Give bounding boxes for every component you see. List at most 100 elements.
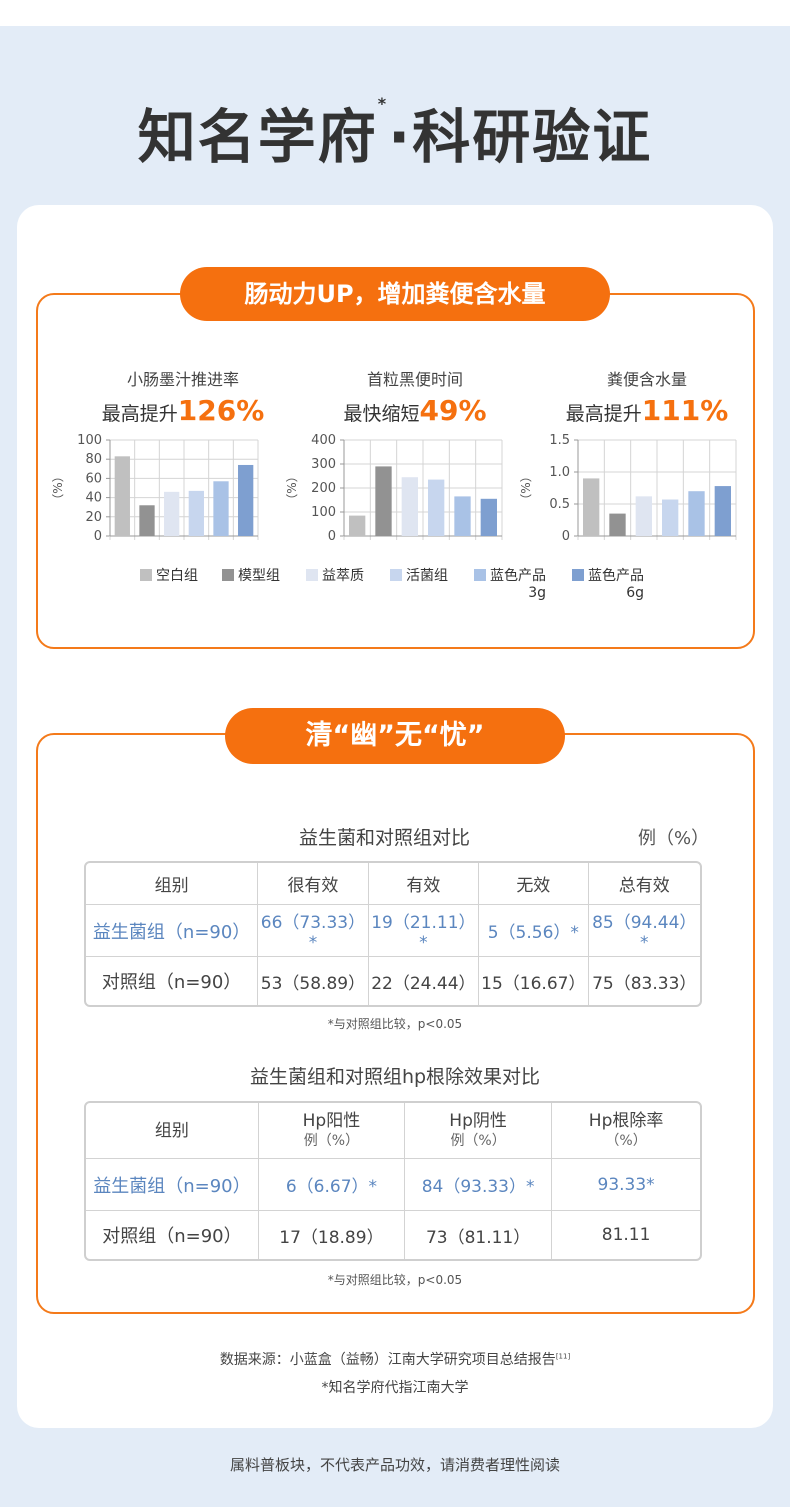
y-tick-label: 0.5 — [549, 497, 570, 512]
table-cell: 66（73.33）* — [258, 905, 369, 957]
table-cell: 5（5.56）* — [479, 905, 589, 957]
header-cell: 总有效 — [588, 863, 700, 905]
bar — [139, 505, 155, 536]
y-tick-label: 40 — [85, 491, 102, 506]
metric-label: 粪便含水量 — [606, 370, 687, 389]
legend-item: 模型组 — [222, 568, 280, 585]
section-hp-study — [36, 733, 755, 1314]
table-cell: 17（18.89） — [259, 1211, 406, 1259]
legend-swatch — [140, 569, 152, 581]
table-header-row: 组别 Hp阳性 例（%） Hp阴性 例（%） Hp根除率 （%） — [86, 1103, 700, 1159]
table-cell: 75（83.33） — [592, 973, 697, 994]
legend-item: 蓝色产品 3g — [474, 568, 546, 602]
y-tick-label: 0 — [94, 529, 102, 544]
legend-item: 益萃质 — [306, 568, 364, 585]
metric-ink-propulsion: 小肠墨汁推进率 最高提升126% — [73, 366, 293, 427]
table2-footnote: *与对照组比较，p<0.05 — [327, 1273, 463, 1287]
university-footnote: *知名学府代指江南大学 — [321, 1380, 469, 1396]
metric-prefix: 最高提升 — [101, 403, 178, 425]
chart-first-black-stool: （%） 0 100 200 300 400 — [284, 430, 504, 554]
bar — [213, 481, 229, 536]
y-tick-label: 80 — [85, 452, 102, 467]
header-cell: Hp阴性 例（%） — [405, 1103, 553, 1159]
bar — [428, 479, 445, 536]
table-cell: 益生菌组（n=90） — [86, 905, 259, 957]
legend-swatch — [222, 569, 234, 581]
header-cell: 组别 — [86, 863, 259, 905]
bar — [188, 490, 204, 536]
y-tick-label: 100 — [77, 433, 102, 448]
header-cell: Hp阳性 例（%） — [258, 1103, 406, 1159]
legend-swatch — [474, 569, 486, 581]
table-row: 益生菌组（n=90） 66（73.33）* 19（21.11）* 5（5.56）… — [86, 905, 700, 957]
bar — [688, 491, 705, 536]
section-bowel-motility-heading: 肠动力UP，增加粪便含水量 — [180, 267, 610, 321]
page-title: 知名学府*·科研验证 — [137, 94, 653, 171]
y-tick-label: 0 — [562, 529, 570, 544]
bar — [454, 496, 471, 536]
y-tick-label: 200 — [311, 481, 336, 496]
metric-prefix: 最快缩短 — [343, 403, 420, 425]
y-tick-label: 300 — [311, 457, 336, 472]
y-axis-label: （%） — [51, 470, 65, 505]
header-cell: 很有效 — [258, 863, 369, 905]
y-tick-label: 100 — [311, 505, 336, 520]
chart-legend: 空白组 模型组 益萃质 活菌组 蓝色产品 3g 蓝色产品 6g — [140, 568, 700, 612]
metric-value: 49% — [419, 394, 487, 427]
header-cell: 有效 — [368, 863, 480, 905]
y-tick-label: 1.5 — [549, 433, 570, 448]
table-efficacy: 组别 很有效 有效 无效 总有效 益生菌组（n=90） 66（73.33）* 1… — [84, 861, 702, 1007]
table-cell: 19（21.11）* — [368, 905, 480, 957]
metric-label: 首粒黑便时间 — [366, 370, 463, 389]
metric-stool-water: 粪便含水量 最高提升111% — [537, 366, 757, 427]
table-cell: 15（16.67） — [479, 957, 589, 1005]
legend-item: 活菌组 — [390, 568, 448, 585]
table2-title: 益生菌组和对照组hp根除效果对比 — [249, 1066, 541, 1088]
legend-item: 蓝色产品 6g — [572, 568, 644, 602]
table-cell: 对照组（n=90） — [86, 1211, 259, 1259]
table-cell: 81.11 — [601, 1225, 651, 1245]
legend-item: 空白组 — [140, 568, 198, 585]
metric-value: 111% — [641, 394, 729, 427]
metric-prefix: 最高提升 — [565, 403, 642, 425]
metric-first-black-stool: 首粒黑便时间 最快缩短49% — [305, 366, 525, 427]
header-cell: Hp根除率 （%） — [552, 1103, 700, 1159]
table-cell: 93.33* — [552, 1159, 700, 1211]
section-bowel-motility — [36, 293, 755, 649]
table-row: 益生菌组（n=90） 6（6.67）* 84（93.33）* 93.33* — [86, 1159, 700, 1211]
table-hp-eradication: 组别 Hp阳性 例（%） Hp阴性 例（%） Hp根除率 （%） 益生菌组（n=90）… — [84, 1101, 702, 1261]
y-tick-label: 1.0 — [549, 465, 570, 480]
header-cell: 无效 — [479, 863, 589, 905]
top-strip — [0, 0, 790, 26]
chart-ink-propulsion-svg: （%） 0 20 40 60 80 100 — [51, 433, 259, 544]
bar — [238, 464, 254, 536]
bar — [375, 466, 392, 536]
bar — [480, 498, 497, 536]
bar — [349, 515, 366, 536]
table-cell: 22（24.44） — [369, 957, 480, 1005]
chart-stool-water: （%） 0 0.5 1.0 1.5 — [518, 430, 738, 554]
data-source: 数据来源：小蓝盒（益畅）江南大学研究项目总结报告[11] — [219, 1352, 571, 1368]
chart-stool-water-svg: （%） 0 0.5 1.0 1.5 — [519, 433, 737, 544]
bar — [401, 477, 418, 536]
disclaimer: 属料普板块，不代表产品功效，请消费者理性阅读 — [229, 1456, 560, 1474]
table-cell: 85（94.44）* — [588, 905, 700, 957]
header-cell: 组别 — [86, 1103, 259, 1159]
legend-swatch — [390, 569, 402, 581]
section-hp-study-heading: 清“幽”无“忧” — [225, 708, 565, 764]
table-cell: 益生菌组（n=90） — [86, 1159, 259, 1211]
y-axis-label: （%） — [519, 470, 533, 505]
table1-unit: 例（%） — [638, 828, 710, 849]
y-tick-label: 400 — [311, 433, 336, 448]
y-tick-label: 0 — [328, 529, 336, 544]
bar — [714, 486, 731, 536]
table1-title: 益生菌和对照组对比 — [299, 827, 471, 849]
legend-swatch — [572, 569, 584, 581]
bar — [583, 478, 600, 536]
table-header-row: 组别 很有效 有效 无效 总有效 — [86, 863, 700, 905]
bar — [635, 496, 652, 536]
table-cell: 对照组（n=90） — [86, 957, 259, 1005]
table-cell: 6（6.67）* — [258, 1159, 406, 1211]
table-cell: 84（93.33）* — [405, 1159, 553, 1211]
y-axis-label: （%） — [285, 470, 299, 505]
